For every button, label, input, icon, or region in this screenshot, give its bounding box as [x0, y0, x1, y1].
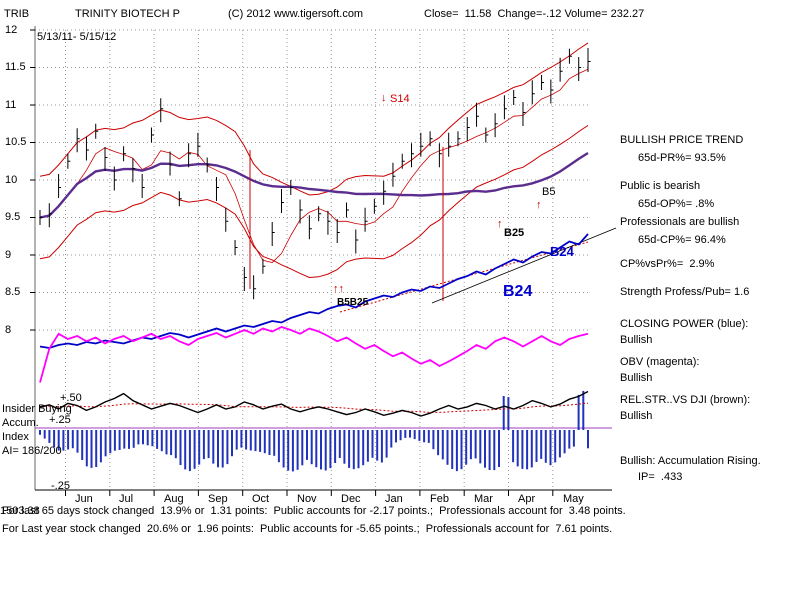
x-axis-month-label: Jan: [385, 493, 403, 505]
accumulation-status: Bullish: Accumulation Rising.: [620, 455, 761, 467]
y-axis-label: 8: [5, 324, 12, 336]
y-axis-label: 10.5: [5, 136, 27, 148]
footer-line-65day: For last 65 days stock changed 13.9% or …: [2, 505, 626, 517]
x-axis-month-label: Apr: [518, 493, 536, 505]
pr-percent: 65d-PR%= 93.5%: [638, 152, 726, 164]
x-axis-month-label: Jun: [75, 493, 93, 505]
accum-label: Accum.: [2, 417, 39, 429]
annotation-b5b25: B5B25: [337, 297, 369, 308]
y-axis-label: 9: [5, 249, 12, 261]
closing-power-title: CLOSING POWER (blue):: [620, 318, 749, 330]
company-name: TRINITY BIOTECH P: [75, 8, 180, 20]
y-axis-label: 8.5: [5, 286, 21, 298]
cp-vs-pr: CP%vsPr%= 2.9%: [620, 258, 715, 270]
obv-title: OBV (magenta):: [620, 356, 700, 368]
annotation-s14: S14: [390, 93, 410, 105]
annotation-b5: B5: [542, 186, 556, 198]
lower-axis-label-plus50: +.50: [60, 392, 82, 404]
price-trend-status: BULLISH PRICE TREND: [620, 134, 744, 146]
annotation-b24-small: B24: [550, 244, 574, 259]
x-axis-month-label: Nov: [297, 493, 317, 505]
x-axis-month-label: Dec: [341, 493, 361, 505]
index-label: Index: [2, 431, 29, 443]
y-axis-label: 12: [5, 24, 18, 36]
ticker-symbol: TRIB: [4, 8, 30, 20]
quote-stats: Close= 11.58 Change=-.12 Volume= 232.27: [424, 8, 645, 20]
ai-value: AI= 186/200: [2, 445, 62, 457]
buy-arrow-icon: ↑: [497, 218, 503, 230]
x-axis-month-label: May: [563, 493, 584, 505]
y-axis-label: 11: [5, 99, 17, 111]
buy-arrow-icon: ↑: [536, 199, 542, 211]
sell-arrow-icon: ↓: [381, 92, 387, 104]
professionals-status: Professionals are bullish: [620, 216, 740, 228]
rel-str-status: Bullish: [620, 410, 653, 422]
copyright-text: (C) 2012 www.tigersoft.com: [228, 8, 364, 20]
y-axis-label: 11.5: [5, 61, 26, 73]
lower-axis-label-minus25: -.25: [51, 480, 70, 492]
y-axis-label: 9.5: [5, 211, 21, 223]
op-percent: 65d-OP%= .8%: [638, 198, 715, 210]
footer-overlay: 1503.38: [0, 505, 40, 517]
x-axis-month-label: Jul: [119, 493, 134, 505]
x-axis-month-label: Aug: [164, 493, 184, 505]
y-axis-label: 10: [5, 174, 18, 186]
lower-axis-label-plus25: +.25: [49, 414, 71, 426]
x-axis-month-label: Mar: [474, 493, 493, 505]
footer-line-year: For Last year stock changed 20.6% or 1.9…: [2, 523, 613, 535]
x-axis-month-label: Sep: [208, 493, 228, 505]
ip-value: IP= .433: [638, 471, 683, 483]
rel-str-title: REL.STR..VS DJI (brown):: [620, 394, 751, 406]
buy-arrows-icon: ↑↑: [333, 283, 344, 295]
obv-status: Bullish: [620, 372, 653, 384]
annotation-b24-large: B24: [503, 283, 533, 300]
x-axis-month-label: Oct: [252, 493, 270, 505]
public-status: Public is bearish: [620, 180, 701, 192]
closing-power-status: Bullish: [620, 334, 653, 346]
cp-percent: 65d-CP%= 96.4%: [638, 234, 726, 246]
date-range: 5/13/11- 5/15/12: [37, 31, 117, 43]
insider-buying-label: Insider Buying: [2, 403, 72, 415]
x-axis-month-label: Feb: [430, 493, 449, 505]
annotation-b25: B25: [504, 227, 525, 239]
strength-ratio: Strength Profess/Pub= 1.6: [620, 286, 750, 298]
